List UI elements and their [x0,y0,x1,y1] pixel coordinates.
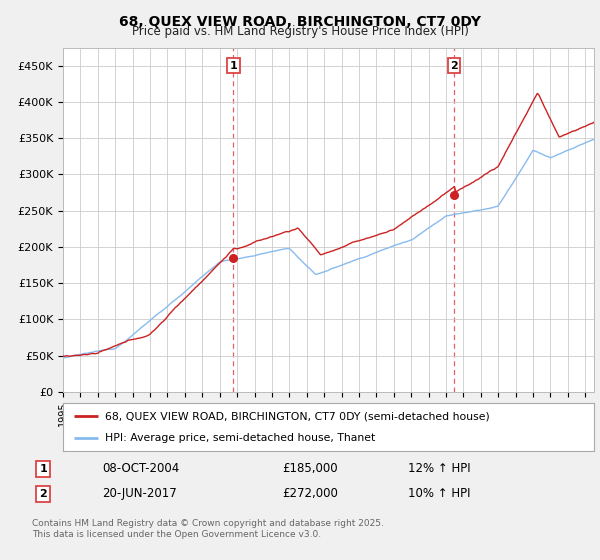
Text: HPI: Average price, semi-detached house, Thanet: HPI: Average price, semi-detached house,… [106,433,376,443]
Text: Price paid vs. HM Land Registry's House Price Index (HPI): Price paid vs. HM Land Registry's House … [131,25,469,38]
Text: 08-OCT-2004: 08-OCT-2004 [102,462,179,475]
Text: £272,000: £272,000 [282,487,338,501]
Text: 1: 1 [40,464,47,474]
Text: Contains HM Land Registry data © Crown copyright and database right 2025.
This d: Contains HM Land Registry data © Crown c… [32,519,384,539]
Text: 1: 1 [230,60,238,71]
Text: 2: 2 [40,489,47,499]
Text: 68, QUEX VIEW ROAD, BIRCHINGTON, CT7 0DY: 68, QUEX VIEW ROAD, BIRCHINGTON, CT7 0DY [119,15,481,29]
Text: 20-JUN-2017: 20-JUN-2017 [102,487,177,501]
Text: 10% ↑ HPI: 10% ↑ HPI [408,487,470,501]
Text: 68, QUEX VIEW ROAD, BIRCHINGTON, CT7 0DY (semi-detached house): 68, QUEX VIEW ROAD, BIRCHINGTON, CT7 0DY… [106,411,490,421]
Text: £185,000: £185,000 [282,462,338,475]
Text: 12% ↑ HPI: 12% ↑ HPI [408,462,470,475]
Text: 2: 2 [450,60,458,71]
